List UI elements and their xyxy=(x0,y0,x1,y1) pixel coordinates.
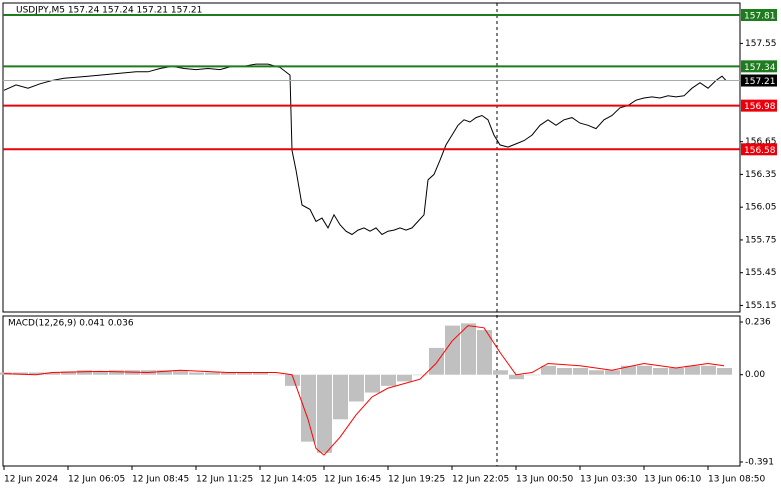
histogram-bar xyxy=(589,370,604,375)
histogram-bar xyxy=(685,365,700,375)
histogram-bar xyxy=(461,323,476,375)
y-tick-label: 0.00 xyxy=(745,370,765,380)
macd-panel xyxy=(2,315,741,467)
histogram-bar xyxy=(381,374,396,386)
histogram-bar xyxy=(669,368,684,375)
histogram-bar xyxy=(77,370,92,375)
y-tick-label: 155.45 xyxy=(745,268,777,278)
histogram-bar xyxy=(221,372,236,375)
histogram-bar xyxy=(477,330,492,375)
histogram-bar xyxy=(29,372,44,375)
y-tick-label: 156.65 xyxy=(745,137,777,147)
last-price-box xyxy=(741,74,777,87)
x-tick-label: 12 Jun 2024 xyxy=(4,475,58,485)
x-tick-label: 13 Jun 06:10 xyxy=(644,475,701,485)
level-label: 156.98 xyxy=(744,102,776,112)
x-tick-label: 12 Jun 19:25 xyxy=(388,475,445,485)
histogram-bar xyxy=(653,368,668,375)
x-tick-label: 12 Jun 16:45 xyxy=(324,475,381,485)
histogram-bar xyxy=(93,371,108,375)
histogram-bar xyxy=(285,374,300,386)
x-tick-label: 12 Jun 06:05 xyxy=(68,475,125,485)
histogram-bar xyxy=(333,374,348,420)
y-tick-label: -0.391 xyxy=(745,457,774,467)
histogram-bar xyxy=(301,374,316,442)
y-tick-label: 157.55 xyxy=(745,39,777,49)
level-label-box xyxy=(741,143,777,156)
histogram-bar xyxy=(365,374,380,393)
histogram-bar xyxy=(237,372,252,375)
histogram-bar xyxy=(557,368,572,375)
macd-title: MACD(12,26,9) 0.041 0.036 xyxy=(8,319,134,329)
level-label-box xyxy=(741,60,777,73)
series-line xyxy=(3,325,725,456)
y-tick-label: 155.75 xyxy=(745,235,777,245)
histogram-bar xyxy=(157,370,172,375)
histogram-bar xyxy=(269,374,284,376)
histogram-bar xyxy=(253,372,268,375)
x-tick-label: 12 Jun 08:45 xyxy=(132,475,189,485)
price-panel xyxy=(2,2,741,313)
histogram-bar xyxy=(349,374,364,402)
histogram-bar xyxy=(637,365,652,375)
level-label: 157.81 xyxy=(744,12,776,22)
histogram-bar xyxy=(109,370,124,375)
histogram-bar xyxy=(573,368,588,375)
histogram-bar xyxy=(45,372,60,375)
histogram-bar xyxy=(413,374,428,376)
level-label: 157.34 xyxy=(744,63,776,73)
histogram-bar xyxy=(605,370,620,375)
histogram-bar xyxy=(13,372,28,375)
histogram-bar xyxy=(397,374,412,382)
histogram-bar xyxy=(317,374,332,453)
histogram-bar xyxy=(621,365,636,375)
histogram-bar xyxy=(701,365,716,375)
histogram-bar xyxy=(717,368,732,375)
x-tick-label: 12 Jun 14:05 xyxy=(260,475,317,485)
x-tick-label: 12 Jun 22:05 xyxy=(452,475,509,485)
y-tick-label: 156.35 xyxy=(745,170,777,180)
histogram-bar xyxy=(509,374,524,380)
histogram-bar xyxy=(61,371,76,375)
histogram-bar xyxy=(173,370,188,375)
histogram-bar xyxy=(493,370,508,375)
y-tick-label: 0.236 xyxy=(745,318,771,328)
histogram-bar xyxy=(445,325,460,375)
histogram-bar xyxy=(429,347,444,375)
level-label-box xyxy=(741,99,777,112)
x-tick-label: 12 Jun 11:25 xyxy=(196,475,253,485)
x-tick-label: 13 Jun 00:50 xyxy=(516,475,573,485)
y-tick-label: 155.15 xyxy=(745,301,777,311)
x-tick-label: 13 Jun 03:30 xyxy=(580,475,637,485)
histogram-bar xyxy=(189,372,204,375)
y-tick-label: 156.05 xyxy=(745,203,777,213)
histogram-bar xyxy=(541,365,556,375)
level-label: 156.58 xyxy=(744,146,776,156)
level-label-box xyxy=(741,9,777,22)
histogram-bar xyxy=(205,372,220,375)
histogram-bar xyxy=(525,374,540,376)
price-title: USDJPY,M5 157.24 157.24 157.21 157.21 xyxy=(16,6,202,16)
series-line xyxy=(3,63,727,236)
last-price-label: 157.21 xyxy=(744,77,776,87)
x-tick-label: 13 Jun 08:50 xyxy=(708,475,765,485)
